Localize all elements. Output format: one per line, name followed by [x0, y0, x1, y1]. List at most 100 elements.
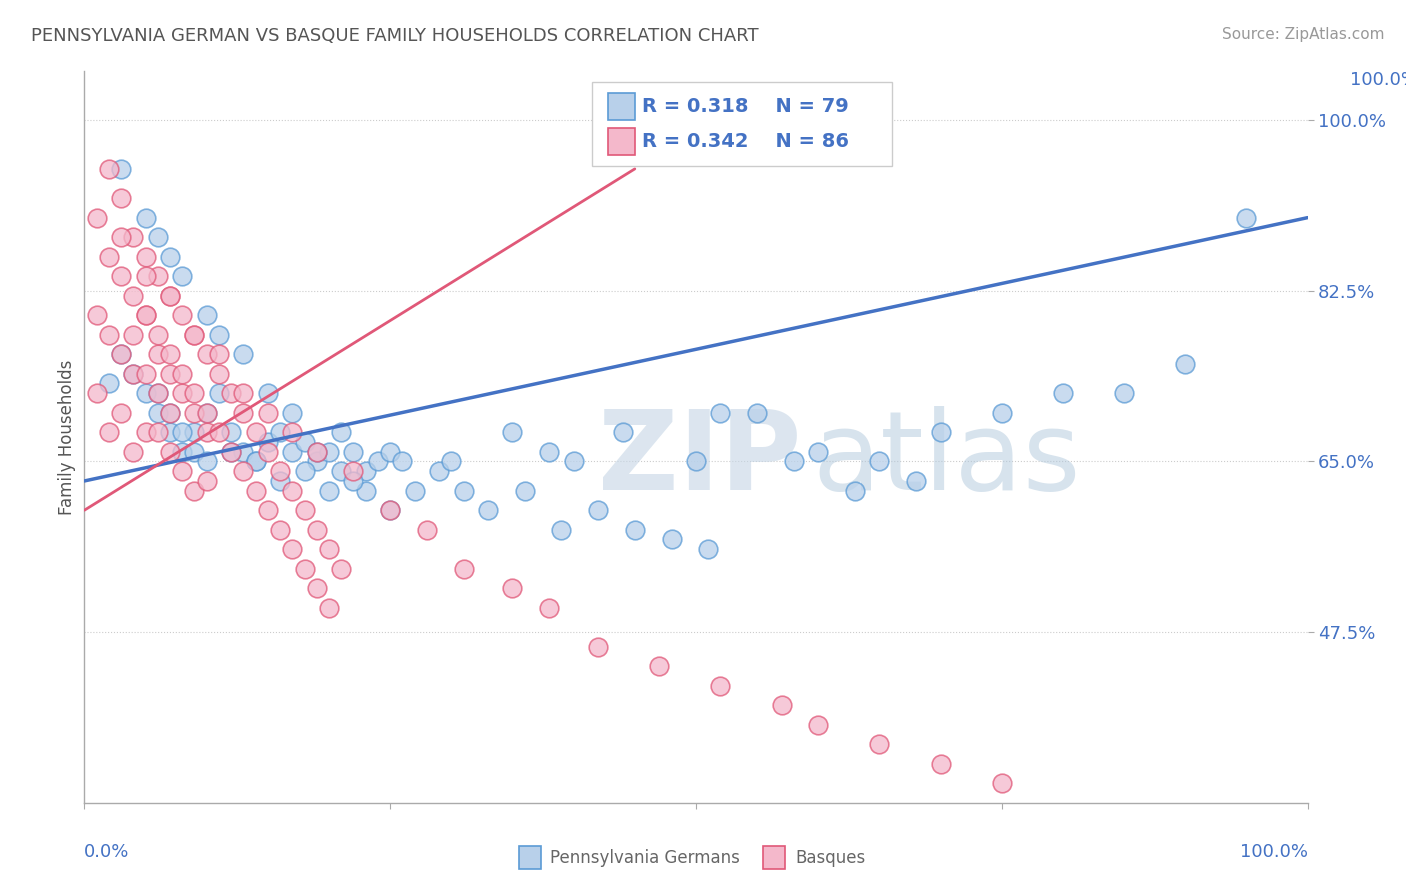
Point: [135, 269, 157, 284]
Point: [318, 600, 340, 615]
Point: [477, 503, 499, 517]
Point: [195, 454, 218, 468]
Point: [844, 483, 866, 498]
Point: [354, 483, 377, 498]
Point: [172, 464, 194, 478]
Point: [219, 444, 242, 458]
Point: [294, 562, 316, 576]
Point: [110, 191, 132, 205]
Point: [747, 406, 769, 420]
Bar: [763, 846, 786, 870]
Point: [807, 718, 830, 732]
Point: [807, 444, 830, 458]
Point: [135, 386, 157, 401]
Point: [183, 425, 205, 440]
Point: [110, 347, 132, 361]
Point: [330, 464, 353, 478]
Point: [172, 308, 194, 322]
Point: [281, 425, 304, 440]
Point: [135, 250, 157, 264]
Point: [122, 367, 145, 381]
Point: [159, 288, 181, 302]
Point: [195, 425, 218, 440]
Point: [354, 464, 377, 478]
Text: R = 0.342    N = 86: R = 0.342 N = 86: [643, 132, 849, 151]
Text: Pennsylvania Germans: Pennsylvania Germans: [550, 848, 741, 867]
Point: [869, 454, 891, 468]
Point: [208, 367, 231, 381]
Point: [538, 444, 561, 458]
Point: [697, 542, 720, 557]
Point: [159, 406, 181, 420]
Point: [453, 483, 475, 498]
Point: [146, 406, 169, 420]
Point: [1114, 386, 1136, 401]
Point: [146, 269, 169, 284]
Point: [122, 288, 145, 302]
Point: [135, 367, 157, 381]
Point: [391, 454, 413, 468]
Point: [195, 406, 218, 420]
Point: [257, 406, 280, 420]
Point: [624, 523, 647, 537]
Point: [770, 698, 793, 713]
Point: [86, 308, 108, 322]
Point: [159, 288, 181, 302]
Point: [685, 454, 707, 468]
Point: [122, 367, 145, 381]
Point: [195, 474, 218, 488]
Point: [281, 444, 304, 458]
Point: [257, 434, 280, 449]
Point: [183, 483, 205, 498]
Point: [305, 444, 328, 458]
Text: PENNSYLVANIA GERMAN VS BASQUE FAMILY HOUSEHOLDS CORRELATION CHART: PENNSYLVANIA GERMAN VS BASQUE FAMILY HOU…: [31, 27, 759, 45]
Point: [110, 161, 132, 176]
Point: [269, 523, 291, 537]
Point: [183, 327, 205, 342]
Point: [86, 386, 108, 401]
Point: [135, 425, 157, 440]
Point: [294, 434, 316, 449]
Point: [281, 406, 304, 420]
FancyBboxPatch shape: [592, 82, 891, 167]
Point: [929, 425, 952, 440]
Point: [538, 600, 561, 615]
Point: [97, 327, 120, 342]
Point: [122, 230, 145, 244]
Point: [257, 503, 280, 517]
Point: [427, 464, 450, 478]
Point: [318, 483, 340, 498]
Point: [318, 542, 340, 557]
Point: [342, 474, 364, 488]
Point: [245, 483, 267, 498]
Point: [172, 425, 194, 440]
Point: [122, 444, 145, 458]
Point: [159, 406, 181, 420]
Point: [159, 425, 181, 440]
Point: [172, 269, 194, 284]
Point: [305, 444, 328, 458]
Point: [146, 327, 169, 342]
Point: [183, 406, 205, 420]
Point: [195, 308, 218, 322]
Point: [330, 425, 353, 440]
Point: [232, 347, 254, 361]
Point: [135, 211, 157, 225]
Point: [269, 464, 291, 478]
Point: [146, 230, 169, 244]
Point: [110, 347, 132, 361]
Point: [110, 406, 132, 420]
Text: 100.0%: 100.0%: [1240, 843, 1308, 861]
Point: [380, 503, 402, 517]
Point: [110, 230, 132, 244]
Point: [172, 386, 194, 401]
Point: [97, 250, 120, 264]
Point: [416, 523, 439, 537]
Point: [232, 386, 254, 401]
Point: [159, 367, 181, 381]
Point: [305, 454, 328, 468]
Point: [294, 464, 316, 478]
Point: [612, 425, 634, 440]
Point: [783, 454, 806, 468]
Point: [159, 347, 181, 361]
